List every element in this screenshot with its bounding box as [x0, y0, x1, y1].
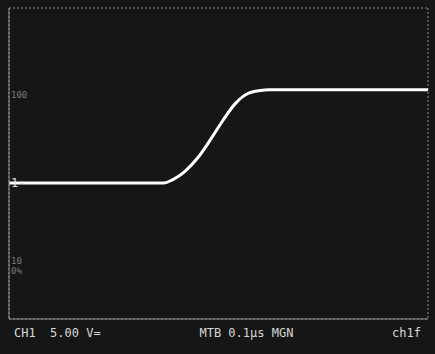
svg-text:100: 100	[11, 90, 27, 100]
svg-text:0%: 0%	[11, 266, 22, 276]
html-text:CH1 5.00 V=: CH1 5.00 V=	[14, 326, 101, 340]
html-text:ch1f: ch1f	[392, 326, 421, 340]
svg-text:1-: 1-	[11, 176, 25, 190]
html-text:MTB 0.1μs MGN: MTB 0.1μs MGN	[199, 326, 294, 340]
svg-text:10: 10	[11, 256, 22, 266]
